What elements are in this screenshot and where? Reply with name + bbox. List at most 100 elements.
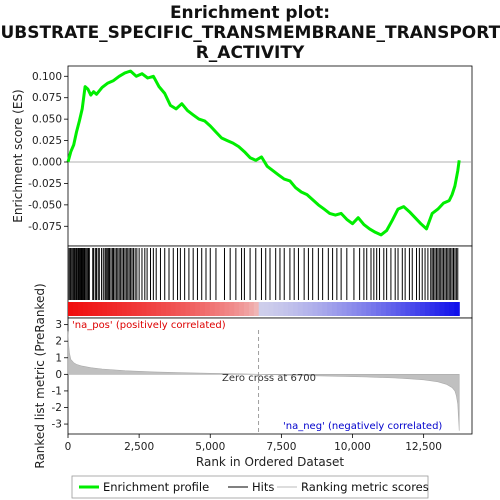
band-segment <box>336 302 343 316</box>
band-segment <box>219 302 226 316</box>
band-segment <box>341 302 348 316</box>
band-segment <box>151 302 157 316</box>
band-segment <box>400 302 407 316</box>
es-y-tick-label: 0.075 <box>32 92 62 104</box>
band-segment <box>258 302 265 316</box>
band-segment <box>434 302 441 316</box>
x-axis-label: Rank in Ordered Dataset <box>196 455 344 469</box>
band-segment <box>390 302 397 316</box>
es-y-tick-label: 0.025 <box>32 135 62 147</box>
band-segment <box>361 302 367 316</box>
hits-layer <box>68 248 459 300</box>
legend-enrichment-label: Enrichment profile <box>103 480 209 494</box>
band-segment <box>253 302 260 316</box>
band-segment <box>200 302 206 316</box>
metric-y-tick-label: -3 <box>52 419 62 431</box>
x-tick-label: 2,500 <box>124 441 154 453</box>
band-segment <box>160 302 167 316</box>
band-segment <box>136 302 142 316</box>
band-segment <box>449 302 455 316</box>
band-segment <box>92 302 98 316</box>
band-segment <box>307 302 314 316</box>
band-segment <box>380 302 387 316</box>
chart-title-line-3: R_ACTIVITY <box>196 43 305 63</box>
band-segment <box>156 302 162 316</box>
band-segment <box>312 302 318 316</box>
band-segment <box>204 302 211 316</box>
band-segment <box>131 302 138 316</box>
es-y-tick-label: 0.100 <box>32 71 62 83</box>
band-segment <box>107 302 113 316</box>
ranked-metric-layer <box>67 330 460 434</box>
enrichment-panel-frame <box>67 65 473 247</box>
es-axis-label: Enrichment score (ES) <box>11 89 25 222</box>
band-segment <box>385 302 392 316</box>
es-y-tick-label: -0.050 <box>28 199 62 211</box>
band-segment <box>209 302 216 316</box>
x-tick-label: 7,500 <box>266 441 296 453</box>
es-y-tick-label: -0.075 <box>28 221 62 233</box>
metric-y-tick-label: 3 <box>55 319 62 331</box>
band-segment <box>410 302 416 316</box>
band-segment <box>424 302 431 316</box>
band-segment <box>102 302 108 316</box>
legend-ranking-label: Ranking metric scores <box>301 480 429 494</box>
band-segment <box>195 302 201 316</box>
band-segment <box>72 302 79 316</box>
band-segment <box>366 302 372 316</box>
band-segment <box>371 302 377 316</box>
band-segment <box>87 302 94 316</box>
band-segment <box>170 302 177 316</box>
band-segment <box>278 302 284 316</box>
band-segment <box>224 302 230 316</box>
metric-y-tick-label: -2 <box>52 402 62 414</box>
band-segment <box>351 302 358 316</box>
positive-correlation-label: 'na_pos' (positively correlated) <box>72 320 226 331</box>
enrichment-score-layer <box>66 69 472 237</box>
band-segment <box>82 302 89 316</box>
band-segment <box>244 302 250 316</box>
enrichment-profile-line <box>66 69 461 237</box>
band-segment <box>346 302 353 316</box>
band-segment <box>405 302 411 316</box>
band-segment <box>190 302 196 316</box>
band-segment <box>327 302 333 316</box>
band-segment <box>268 302 274 316</box>
band-segment <box>165 302 172 316</box>
band-segment <box>112 302 118 316</box>
es-y-tick-label: 0.000 <box>32 157 62 169</box>
band-segment <box>97 302 103 316</box>
es-y-tick-label: 0.050 <box>32 114 62 126</box>
es-y-tick-label: -0.025 <box>28 178 62 190</box>
legend-hits-label: Hits <box>252 480 274 494</box>
band-segment <box>229 302 235 316</box>
metric-y-tick-label: 1 <box>55 352 62 364</box>
band-segment <box>420 302 426 316</box>
legend-box <box>71 475 429 499</box>
band-segment <box>288 302 294 316</box>
metric-axis-label: Ranked list metric (PreRanked) <box>33 283 47 468</box>
band-segment <box>126 302 133 316</box>
band-segment <box>248 302 255 316</box>
ranking-metric-area <box>67 331 460 431</box>
band-segment <box>239 302 245 316</box>
negative-correlation-label: 'na_neg' (negatively correlated) <box>283 421 442 432</box>
band-segment <box>429 302 436 316</box>
band-segment <box>116 302 123 316</box>
metric-y-tick-label: -1 <box>52 385 62 397</box>
x-tick-label: 5,000 <box>195 441 225 453</box>
x-tick-label: 0 <box>65 441 72 453</box>
band-segment <box>376 302 382 316</box>
band-segment <box>175 302 182 316</box>
band-segment <box>302 302 309 316</box>
band-segment <box>444 302 451 316</box>
band-segment <box>180 302 186 316</box>
metric-y-tick-label: 0 <box>55 369 62 381</box>
band-segment <box>263 302 270 316</box>
band-segment <box>292 302 299 316</box>
chart-title-line-1: Enrichment plot: <box>170 3 330 23</box>
x-tick-label: 12,500 <box>405 441 442 453</box>
band-segment <box>234 302 240 316</box>
axes-layer: 0.100 0.075 0.050 0.025 0.000 -0.025 -0.050 -0.… <box>28 71 442 453</box>
